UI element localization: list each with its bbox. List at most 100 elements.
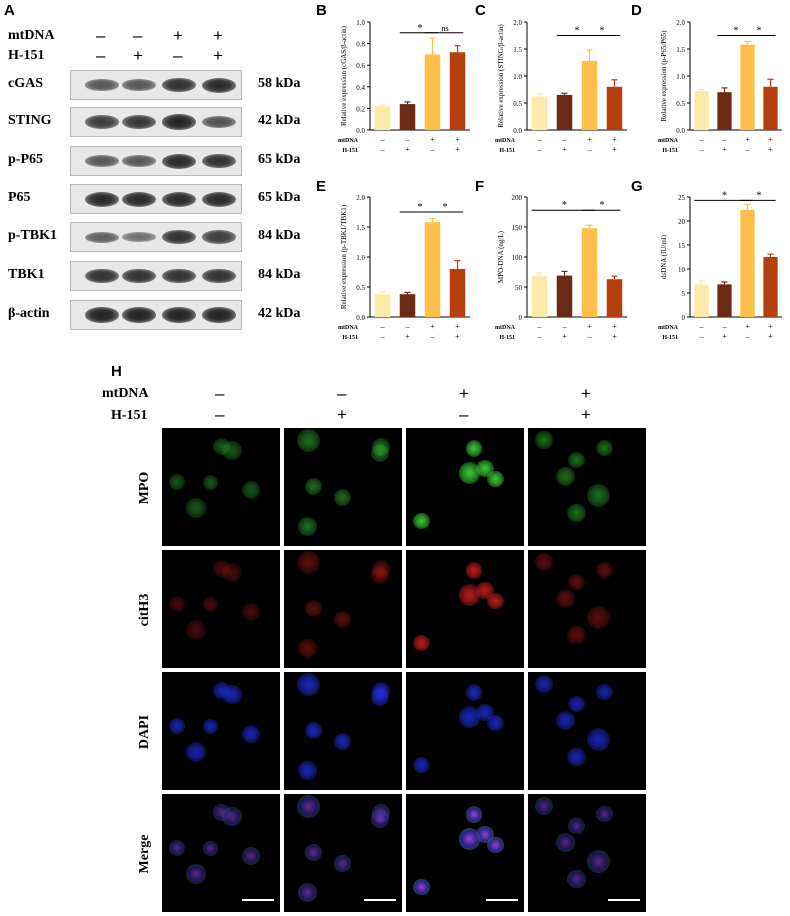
cell-nucleus bbox=[203, 475, 219, 490]
x-condition-label: mtDNA bbox=[338, 325, 359, 331]
x-condition-sign: – bbox=[745, 332, 751, 341]
bar bbox=[449, 52, 466, 130]
cell-nucleus bbox=[556, 832, 576, 852]
cell-nucleus bbox=[334, 855, 352, 873]
cell-nucleus bbox=[568, 818, 585, 835]
y-tick-label: 0.8 bbox=[356, 41, 365, 49]
cell-nucleus bbox=[168, 473, 186, 491]
y-axis-label: Relative expression (cGAS/β-actin) bbox=[340, 25, 348, 126]
wb-condition-sign: + bbox=[173, 26, 183, 45]
cell-nucleus bbox=[458, 706, 481, 728]
y-tick-label: 0.0 bbox=[356, 127, 365, 135]
micrograph bbox=[284, 550, 402, 668]
micrograph bbox=[406, 550, 524, 668]
y-tick-label: 150 bbox=[512, 224, 523, 232]
x-condition-sign: – bbox=[537, 145, 543, 154]
y-axis-label: Relative expression (p-P65/P65) bbox=[660, 30, 668, 122]
y-tick-label: 20 bbox=[678, 218, 686, 226]
x-condition-sign: + bbox=[768, 135, 773, 144]
bar bbox=[717, 92, 732, 130]
y-tick-label: 1.0 bbox=[356, 19, 365, 27]
wb-band bbox=[162, 191, 196, 207]
cell-nucleus bbox=[487, 593, 504, 610]
cell-nucleus bbox=[296, 428, 320, 453]
cell-nucleus bbox=[458, 462, 481, 484]
cell-nucleus bbox=[168, 839, 186, 857]
cell-nucleus bbox=[296, 794, 320, 819]
cell-nucleus bbox=[222, 440, 242, 461]
cell-nucleus bbox=[203, 841, 219, 856]
wb-condition-sign: – bbox=[96, 26, 106, 45]
h-condition-sign: – bbox=[459, 405, 469, 424]
wb-protein-label: P65 bbox=[8, 190, 31, 205]
cell-nucleus bbox=[586, 483, 611, 508]
cell-nucleus bbox=[370, 688, 390, 707]
scale-bar bbox=[364, 899, 396, 901]
scale-bar bbox=[608, 899, 640, 901]
x-condition-sign: + bbox=[405, 145, 410, 154]
wb-kda-label: 84 kDa bbox=[258, 267, 301, 282]
y-tick-label: 0.5 bbox=[356, 284, 365, 292]
cell-nucleus bbox=[535, 675, 554, 694]
panel-letter-g: G bbox=[631, 178, 643, 195]
cell-nucleus bbox=[370, 444, 390, 463]
cell-nucleus bbox=[568, 696, 585, 713]
cell-nucleus bbox=[535, 553, 554, 572]
x-condition-sign: + bbox=[612, 332, 617, 341]
y-tick-label: 2.0 bbox=[513, 19, 522, 27]
significance-label: * bbox=[600, 200, 605, 211]
x-condition-sign: + bbox=[455, 332, 460, 341]
x-condition-sign: – bbox=[699, 145, 705, 154]
wb-band bbox=[202, 153, 236, 169]
cell-nucleus bbox=[568, 452, 585, 469]
wb-band bbox=[85, 268, 119, 284]
x-condition-sign: + bbox=[612, 135, 617, 144]
y-axis-label: Relative expression (STING/β-actin) bbox=[497, 24, 505, 128]
panel-letter-d: D bbox=[631, 2, 642, 19]
wb-kda-label: 84 kDa bbox=[258, 228, 301, 243]
bar bbox=[740, 44, 755, 130]
bar bbox=[717, 284, 732, 317]
x-condition-sign: + bbox=[612, 145, 617, 154]
cell-nucleus bbox=[298, 639, 317, 658]
wb-kda-label: 42 kDa bbox=[258, 113, 301, 128]
cell-nucleus bbox=[535, 431, 554, 450]
x-condition-sign: + bbox=[768, 145, 773, 154]
wb-protein-label: p-P65 bbox=[8, 152, 43, 167]
cell-nucleus bbox=[241, 725, 260, 744]
cell-nucleus bbox=[586, 727, 611, 752]
wb-kda-label: 42 kDa bbox=[258, 306, 301, 321]
wb-protein-label: STING bbox=[8, 113, 52, 128]
bar bbox=[740, 209, 755, 317]
y-tick-label: 0.0 bbox=[356, 314, 365, 322]
bar bbox=[449, 269, 466, 317]
micrograph bbox=[528, 672, 646, 790]
x-condition-sign: – bbox=[405, 135, 411, 144]
x-condition-label: H-151 bbox=[662, 148, 678, 154]
micrograph bbox=[284, 428, 402, 546]
bar bbox=[556, 275, 573, 317]
bar bbox=[424, 222, 441, 317]
significance-label: * bbox=[575, 26, 580, 37]
significance-label: * bbox=[418, 23, 423, 34]
significance-label: * bbox=[757, 190, 762, 201]
y-tick-label: 0.0 bbox=[513, 127, 522, 135]
cell-nucleus bbox=[370, 566, 390, 585]
wb-band bbox=[162, 77, 196, 93]
micrograph bbox=[162, 672, 280, 790]
wb-band bbox=[202, 230, 236, 244]
y-tick-label: 0.6 bbox=[356, 62, 365, 70]
wb-strip bbox=[70, 222, 242, 252]
cell-nucleus bbox=[334, 733, 352, 751]
wb-band bbox=[202, 191, 236, 207]
cell-nucleus bbox=[222, 684, 242, 705]
cell-nucleus bbox=[465, 562, 483, 579]
y-axis-label: dsDNA (IU/ml) bbox=[660, 234, 668, 279]
bar bbox=[581, 228, 598, 317]
x-condition-sign: – bbox=[380, 145, 386, 154]
cell-nucleus bbox=[458, 584, 481, 606]
cell-nucleus bbox=[203, 597, 219, 612]
h-condition-label: mtDNA bbox=[102, 386, 149, 401]
y-tick-label: 0.5 bbox=[676, 100, 685, 108]
h-condition-sign: + bbox=[581, 384, 591, 403]
